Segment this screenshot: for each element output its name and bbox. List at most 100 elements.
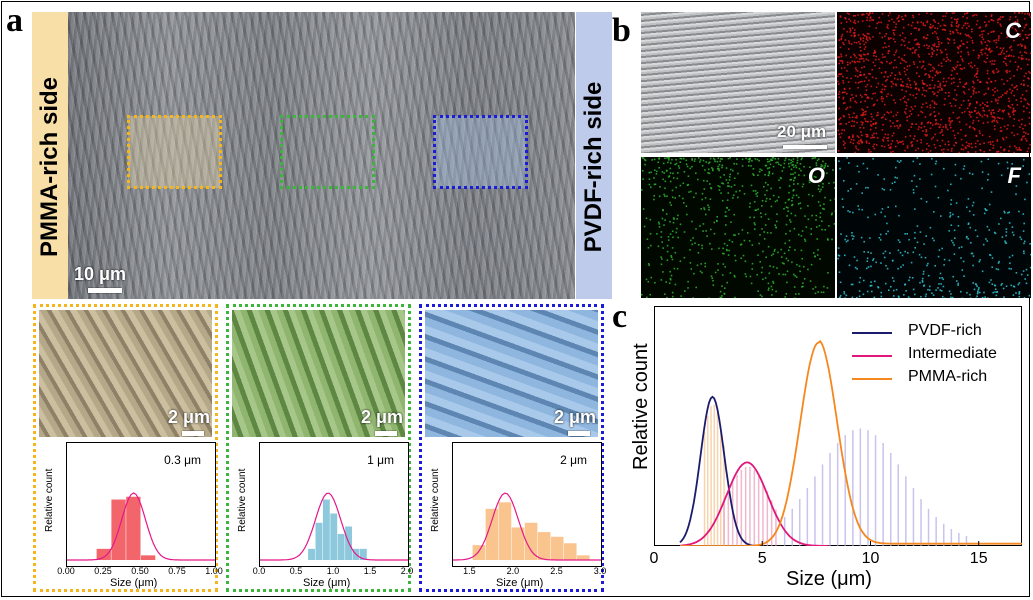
- histogram-bar: [814, 476, 816, 546]
- element-dot: [884, 71, 887, 73]
- element-dot: [991, 50, 993, 52]
- element-dot: [664, 195, 666, 197]
- fluorine-dots: [837, 157, 1031, 298]
- element-dot: [708, 209, 710, 211]
- element-dot: [853, 32, 856, 34]
- element-dot: [958, 107, 961, 109]
- element-dot: [1001, 94, 1004, 96]
- element-dot: [666, 195, 668, 197]
- element-dot: [655, 173, 658, 175]
- element-dot: [709, 157, 712, 160]
- element-dot: [921, 279, 924, 282]
- element-dot: [1011, 254, 1014, 257]
- element-dot: [735, 163, 738, 165]
- element-dot: [1003, 149, 1005, 152]
- element-dot: [912, 14, 914, 17]
- hist-tick-label: 3.0: [593, 566, 607, 576]
- element-dot: [992, 140, 994, 143]
- element-dot: [772, 165, 775, 168]
- element-dot: [800, 235, 803, 237]
- element-dot: [884, 56, 886, 58]
- element-dot: [920, 256, 923, 259]
- element-dot: [788, 185, 791, 187]
- element-dot: [917, 88, 920, 90]
- element-dot: [852, 211, 854, 214]
- element-dot: [783, 252, 786, 255]
- element-dot: [815, 164, 818, 167]
- element-dot: [1004, 148, 1006, 151]
- element-dot: [666, 157, 668, 159]
- element-dot: [810, 233, 812, 235]
- element-dot: [1019, 126, 1021, 128]
- element-dot: [966, 235, 968, 238]
- histogram-bar: [126, 496, 141, 560]
- element-dot: [860, 101, 862, 103]
- element-dot: [973, 91, 975, 93]
- element-dot: [932, 32, 934, 34]
- element-dot: [917, 42, 919, 45]
- chart-c-legend: PVDF-rich Intermediate PMMA-rich: [850, 322, 1030, 402]
- element-dot: [944, 24, 947, 27]
- element-dot: [981, 36, 983, 38]
- element-dot: [929, 70, 932, 73]
- element-dot: [774, 224, 776, 226]
- element-dot: [992, 291, 994, 294]
- element-dot: [925, 37, 927, 40]
- element-dot: [958, 247, 961, 249]
- element-dot: [772, 266, 775, 268]
- element-dot: [797, 183, 799, 185]
- element-dot: [683, 157, 685, 160]
- element-dot: [865, 133, 867, 136]
- element-dot: [931, 138, 933, 140]
- element-dot: [996, 89, 999, 92]
- element-dot: [840, 37, 843, 40]
- element-dot: [942, 80, 945, 83]
- element-dot: [908, 238, 910, 241]
- element-dot: [887, 52, 889, 54]
- series-curve: [679, 461, 829, 546]
- histogram-bar: [950, 529, 953, 546]
- element-dot: [801, 257, 803, 260]
- element-dot: [974, 229, 977, 232]
- element-dot: [871, 19, 873, 21]
- histogram-bar: [723, 445, 725, 546]
- element-dot: [754, 190, 757, 192]
- element-dot: [863, 114, 865, 116]
- element-dot: [1007, 124, 1009, 126]
- element-dot: [816, 238, 818, 240]
- element-dot: [888, 50, 891, 52]
- histogram-bar: [330, 513, 338, 560]
- element-dot: [974, 142, 977, 145]
- element-dot: [969, 65, 972, 67]
- element-dot: [791, 200, 793, 202]
- element-dot: [905, 61, 907, 63]
- element-dot: [901, 18, 904, 21]
- element-dot: [985, 209, 987, 211]
- element-dot: [815, 219, 817, 221]
- element-dot: [941, 129, 943, 131]
- element-dot: [1005, 285, 1008, 287]
- element-dot: [854, 55, 856, 57]
- element-dot: [854, 29, 856, 31]
- element-dot: [750, 165, 752, 167]
- element-dot: [748, 206, 751, 208]
- element-dot: [837, 247, 840, 249]
- element-dot: [851, 27, 854, 29]
- element-dot: [856, 70, 859, 72]
- element-dot: [1019, 51, 1022, 54]
- element-dot: [671, 230, 674, 233]
- element-dot: [984, 208, 986, 210]
- element-dot: [885, 264, 887, 267]
- element-dot: [855, 95, 857, 97]
- element-dot: [935, 160, 938, 163]
- element-dot: [940, 52, 943, 54]
- element-dot: [814, 286, 817, 288]
- element-dot: [1005, 92, 1008, 95]
- element-dot: [979, 26, 982, 28]
- element-dot: [687, 287, 689, 289]
- element-dot: [870, 265, 872, 268]
- element-dot: [874, 280, 876, 283]
- element-dot: [654, 183, 657, 186]
- element-dot: [813, 252, 815, 254]
- element-dot: [823, 167, 825, 169]
